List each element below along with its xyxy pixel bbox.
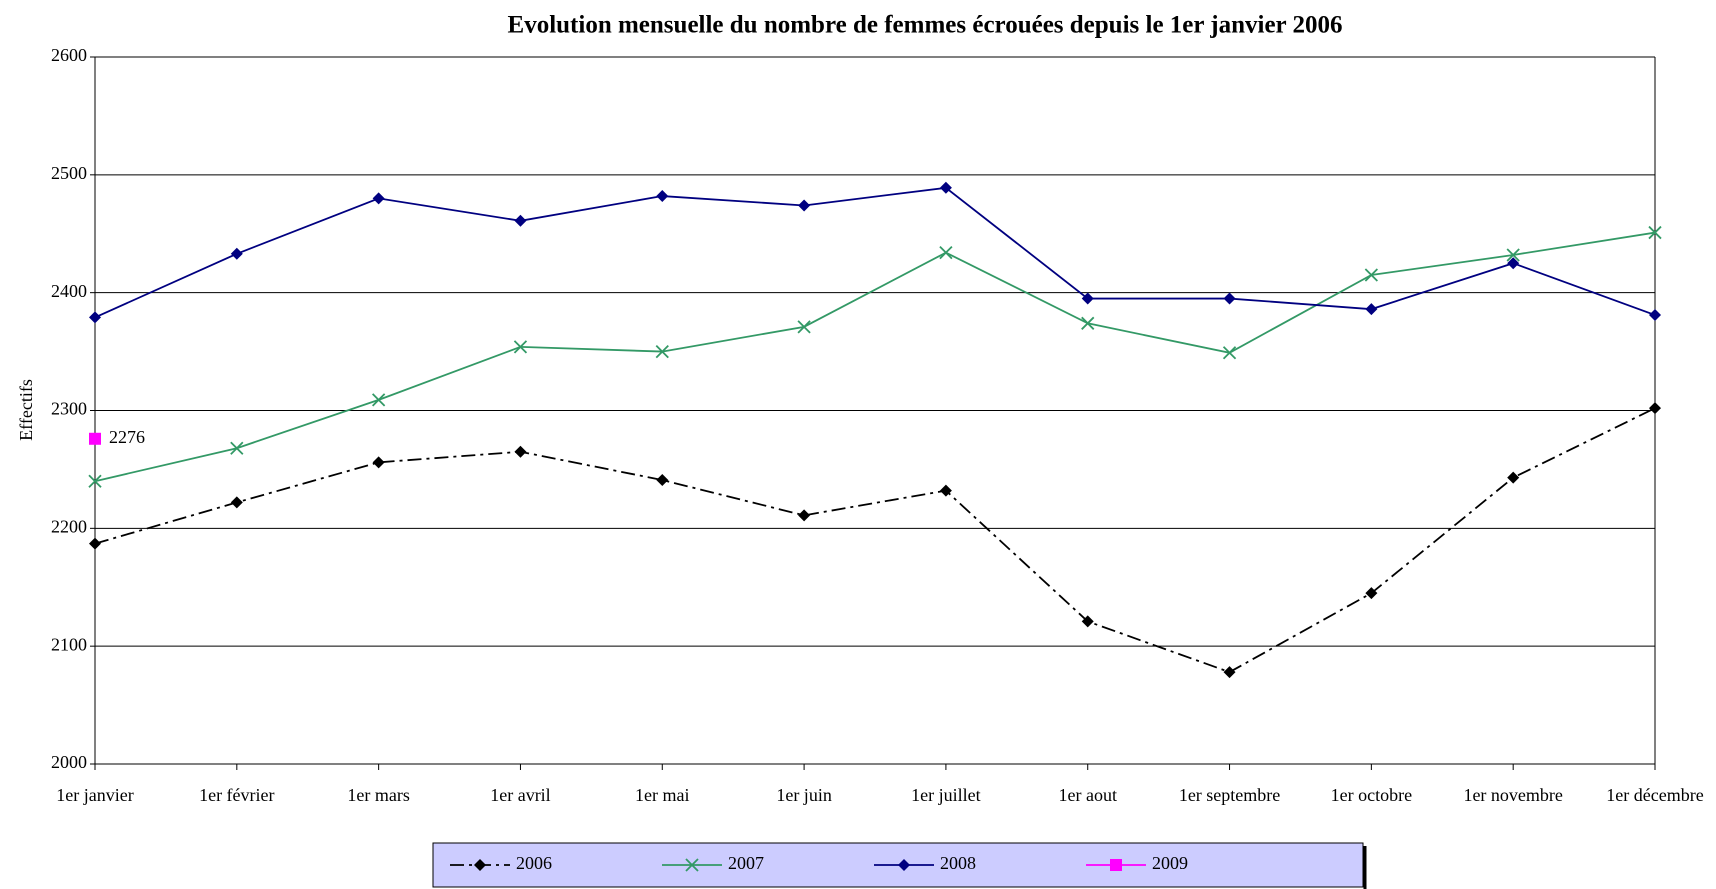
point [655,344,669,359]
point [372,192,385,205]
x-tick-label: 1er mars [347,785,409,805]
point [88,474,102,488]
x-tick-label: 1er juillet [911,785,980,805]
x-tick-label: 1er novembre [1463,785,1562,805]
series-line [94,407,1656,674]
point [939,484,952,497]
point [939,181,952,194]
point [1649,309,1661,322]
point [656,190,669,203]
x-tick-label: 1er décembre [1606,785,1703,805]
x-tick-label: 1er février [199,785,274,805]
point [514,214,527,227]
point [1507,471,1520,484]
point [372,456,385,469]
y-tick-label: 2500 [51,163,87,183]
x-tick-label: 1er janvier [56,785,133,805]
chart-title: Evolution mensuelle du nombre de femmes … [508,12,1343,39]
point [656,474,669,487]
value-label: 2276 [109,427,145,447]
point [513,340,528,354]
point [230,441,244,455]
x-tick-label: 1er octobre [1331,785,1412,805]
legend-marker [474,859,486,871]
legend-marker [1110,859,1122,871]
point [371,393,386,407]
point [1081,615,1094,628]
point [1223,666,1236,679]
legend-marker [685,858,699,872]
point [1507,257,1520,270]
y-tick-label: 2000 [51,752,87,772]
y-tick-label: 2200 [51,516,87,536]
x-tick-label: 1er septembre [1179,785,1280,805]
series-line [94,231,1656,483]
x-tick-label: 1er juin [776,785,832,805]
legend-label: 2009 [1152,853,1188,873]
y-tick-label: 2400 [51,281,87,301]
x-tick-label: 1er aout [1058,785,1116,805]
point [1365,587,1378,600]
legend-marker [898,859,910,871]
y-tick-label: 2300 [51,399,87,419]
x-tick-label: 1er avril [490,785,550,805]
y-tick-label: 2600 [51,45,87,65]
point [1081,292,1094,305]
point [1365,303,1378,316]
point [797,320,811,334]
point [230,496,243,509]
point [1223,292,1236,305]
y-axis-label: Effectifs [16,379,36,441]
legend-label: 2007 [728,853,764,873]
point [89,311,101,324]
point [1081,316,1095,330]
point [939,245,953,260]
point [89,432,101,445]
point [1364,268,1378,282]
legend-label: 2008 [940,853,976,873]
point [1649,402,1661,415]
point [230,247,243,260]
point [1506,248,1520,262]
point [89,537,101,550]
x-tick-label: 1er mai [635,785,689,805]
point [1222,346,1237,360]
point [798,199,811,212]
point [798,509,811,522]
series-line [94,186,1656,319]
legend-label: 2006 [516,853,552,873]
point [1648,225,1662,240]
y-tick-label: 2100 [51,634,87,654]
point [514,445,527,458]
